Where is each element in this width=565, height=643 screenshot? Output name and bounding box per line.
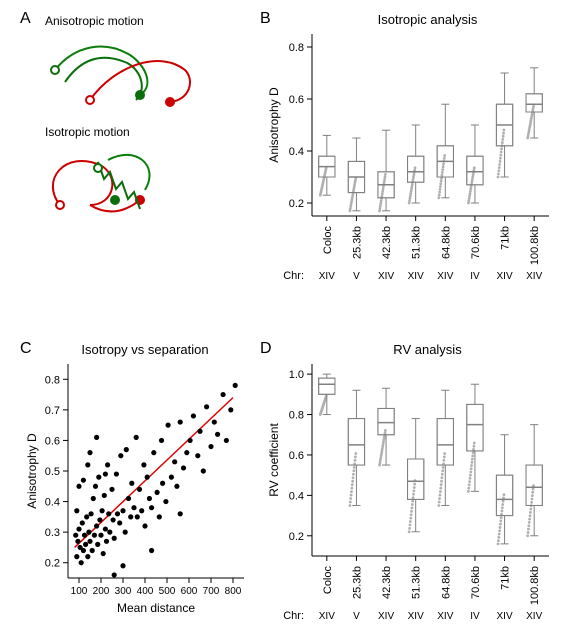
svg-text:64.8kb: 64.8kb (440, 566, 452, 599)
svg-text:71kb: 71kb (500, 226, 512, 250)
svg-text:0.3: 0.3 (45, 527, 60, 539)
svg-text:42.3kb: 42.3kb (381, 226, 393, 259)
svg-text:IV: IV (470, 611, 480, 622)
svg-text:XIV: XIV (378, 271, 394, 282)
svg-text:0.7: 0.7 (45, 405, 60, 417)
svg-text:Mean distance: Mean distance (117, 601, 195, 615)
svg-text:51.3kb: 51.3kb (411, 226, 423, 259)
svg-text:V: V (353, 611, 360, 622)
svg-text:XIV: XIV (408, 271, 424, 282)
svg-text:100.8kb: 100.8kb (529, 566, 541, 605)
svg-text:800: 800 (225, 586, 242, 597)
svg-text:Chr:: Chr: (283, 610, 304, 622)
svg-text:25.3kb: 25.3kb (351, 566, 363, 599)
svg-text:XIV: XIV (408, 611, 424, 622)
svg-text:V: V (353, 271, 360, 282)
panel-c-svg: 0.2 0.3 0.4 0.5 0.6 0.7 0.8 100 200 300 400 500 600 7… (20, 340, 250, 620)
svg-text:XIV: XIV (437, 611, 453, 622)
svg-text:XIV: XIV (319, 271, 335, 282)
svg-text:XIV: XIV (319, 611, 335, 622)
svg-text:600: 600 (181, 586, 198, 597)
svg-text:XIV: XIV (526, 271, 542, 282)
svg-text:0.2: 0.2 (45, 558, 60, 570)
svg-text:51.3kb: 51.3kb (411, 566, 423, 599)
svg-text:IV: IV (470, 271, 480, 282)
svg-text:0.8: 0.8 (289, 410, 304, 422)
svg-text:0.8: 0.8 (45, 374, 60, 386)
svg-text:1.0: 1.0 (289, 369, 304, 381)
panel-a-svg (20, 10, 220, 240)
svg-text:70.6kb: 70.6kb (470, 226, 482, 259)
svg-text:Chr:: Chr: (283, 270, 304, 282)
svg-text:400: 400 (137, 586, 154, 597)
svg-text:XIV: XIV (378, 611, 394, 622)
svg-text:0.2: 0.2 (289, 198, 304, 210)
svg-text:0.6: 0.6 (289, 94, 304, 106)
svg-text:300: 300 (115, 586, 132, 597)
panel-b-svg: 0.2 0.4 0.6 0.8 Anisotrophy D Coloc XIV 25.3kb V… (260, 10, 555, 290)
svg-text:0.4: 0.4 (45, 497, 60, 509)
svg-text:Coloc: Coloc (322, 566, 334, 595)
svg-text:100.8kb: 100.8kb (529, 226, 541, 265)
svg-text:XIV: XIV (437, 271, 453, 282)
svg-text:100: 100 (71, 586, 88, 597)
svg-text:Anisotrophy D: Anisotrophy D (267, 87, 281, 163)
svg-text:XIV: XIV (497, 271, 513, 282)
svg-text:0.6: 0.6 (289, 450, 304, 462)
svg-text:71kb: 71kb (500, 566, 512, 590)
svg-text:XIV: XIV (526, 611, 542, 622)
svg-text:Anisotrophy D: Anisotrophy D (25, 433, 39, 509)
svg-text:700: 700 (203, 586, 220, 597)
svg-text:25.3kb: 25.3kb (351, 226, 363, 259)
svg-text:0.2: 0.2 (289, 531, 304, 543)
panel-d-svg: 0.2 0.4 0.6 0.8 1.0 RV coefficient Coloc XIV 25.… (260, 340, 555, 630)
svg-text:70.6kb: 70.6kb (470, 566, 482, 599)
svg-text:64.8kb: 64.8kb (440, 226, 452, 259)
svg-text:200: 200 (93, 586, 110, 597)
svg-text:Coloc: Coloc (322, 226, 334, 255)
svg-text:42.3kb: 42.3kb (381, 566, 393, 599)
figure-root: AAnisotropic motionIsotropic motionBIsot… (0, 0, 565, 643)
svg-text:0.4: 0.4 (289, 490, 304, 502)
svg-text:0.5: 0.5 (45, 466, 60, 478)
svg-text:RV coefficient: RV coefficient (267, 423, 281, 497)
svg-text:0.4: 0.4 (289, 146, 304, 158)
svg-text:0.6: 0.6 (45, 435, 60, 447)
svg-text:500: 500 (159, 586, 176, 597)
svg-text:XIV: XIV (497, 611, 513, 622)
svg-text:0.8: 0.8 (289, 42, 304, 54)
